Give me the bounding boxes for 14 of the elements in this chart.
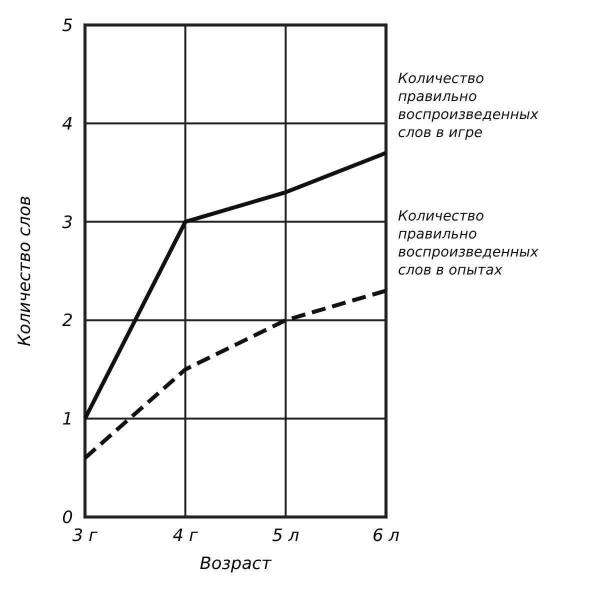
y-axis-title: Количество слов [15, 196, 35, 346]
x-tick-label: 6 л [372, 526, 400, 546]
y-tick-label: 3 [62, 212, 73, 233]
y-tick-label: 5 [62, 16, 73, 36]
x-tick-label: 5 л [272, 526, 300, 546]
y-tick-label: 1 [62, 410, 73, 430]
y-tick-label: 2 [62, 311, 73, 332]
x-tick-label: 4 г [172, 526, 198, 546]
series-label: Количество правильно воспроизведенных слов в опытах [398, 208, 540, 279]
x-axis-title: Возраст [200, 554, 272, 574]
x-tick-label: 3 г [72, 526, 98, 546]
y-tick-label: 0 [62, 508, 73, 528]
y-tick-label: 4 [62, 114, 73, 134]
series-label: Количество правильно воспроизведенных слов в игре [398, 70, 540, 141]
